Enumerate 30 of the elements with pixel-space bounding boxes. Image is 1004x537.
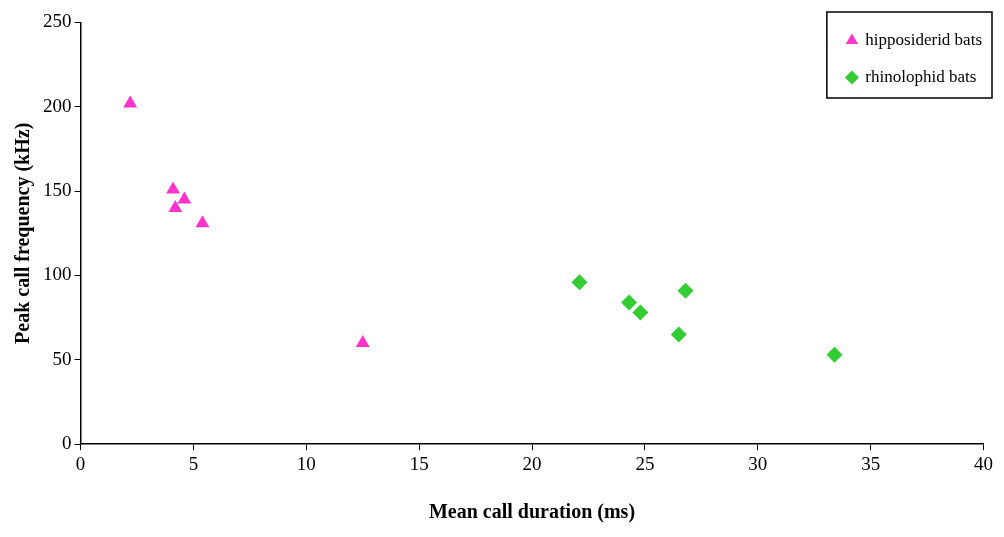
point (670, 326, 687, 343)
x-axis-title: Mean call duration (ms) (428, 500, 636, 524)
point (677, 282, 694, 299)
x-tick-label: 5 (188, 452, 199, 474)
point (168, 199, 183, 212)
x-tick-label: 25 (635, 452, 655, 474)
x-tick-label: 35 (861, 452, 881, 474)
x-tick-label: 40 (974, 452, 993, 474)
point (826, 346, 843, 363)
x-tick-label: 30 (748, 452, 768, 474)
y-axis-title: Peak call frequency (kHz) (11, 122, 35, 344)
legend-label: hipposiderid bats (865, 29, 983, 49)
y-tick-label: 150 (43, 179, 72, 201)
point (195, 215, 210, 228)
x-tick-label: 10 (296, 452, 316, 474)
y-tick-label: 200 (43, 94, 72, 116)
point (166, 181, 180, 194)
point (571, 274, 588, 291)
x-tick-label: 0 (75, 452, 86, 474)
legend-label: rhinolophid bats (865, 66, 977, 86)
x-tick-label: 20 (522, 452, 542, 474)
y-tick-label: 250 (43, 10, 72, 32)
point (123, 95, 138, 108)
y-tick-label: 100 (43, 263, 72, 285)
point (632, 304, 649, 321)
point (177, 191, 192, 204)
y-tick-label: 50 (52, 347, 72, 369)
x-tick-label: 15 (409, 452, 429, 474)
point (621, 294, 638, 311)
y-tick-label: 0 (62, 432, 72, 454)
